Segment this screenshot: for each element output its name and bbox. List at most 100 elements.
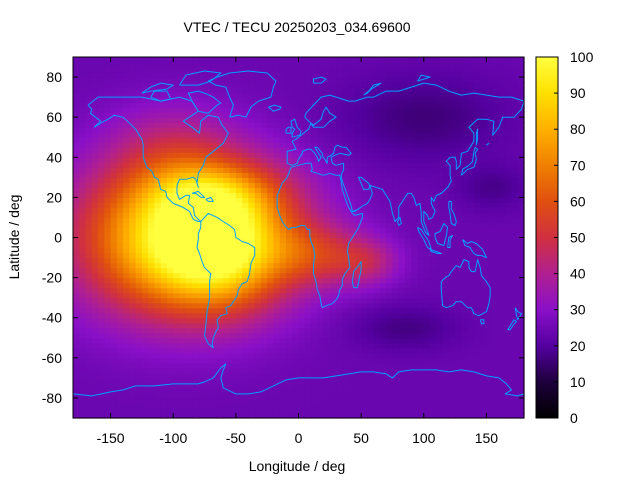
heatmap-cell	[329, 282, 337, 289]
heatmap-cell	[392, 392, 400, 399]
heatmap-cell	[492, 82, 500, 88]
heatmap-cell	[242, 242, 249, 249]
heatmap-cell	[285, 362, 293, 369]
heatmap-cell	[141, 147, 149, 153]
heatmap-cell	[455, 112, 462, 118]
heatmap-cell	[336, 297, 343, 304]
heatmap-cell	[486, 157, 494, 163]
heatmap-cell	[267, 72, 275, 78]
heatmap-cell	[273, 242, 281, 249]
heatmap-cell	[79, 402, 87, 409]
heatmap-cell	[329, 327, 337, 334]
heatmap-cell	[192, 172, 199, 178]
heatmap-cell	[442, 152, 450, 158]
heatmap-cell	[467, 67, 475, 73]
heatmap-cell	[492, 197, 500, 203]
heatmap-cell	[311, 62, 318, 68]
heatmap-cell	[160, 197, 168, 203]
heatmap-cell	[379, 407, 387, 414]
heatmap-cell	[192, 232, 199, 239]
heatmap-cell	[467, 352, 475, 359]
heatmap-cell	[298, 87, 306, 93]
heatmap-cell	[486, 252, 494, 259]
heatmap-cell	[217, 177, 224, 183]
heatmap-cell	[179, 262, 187, 269]
heatmap-cell	[229, 412, 237, 419]
heatmap-cell	[204, 172, 212, 178]
heatmap-cell	[160, 392, 168, 399]
heatmap-cell	[498, 292, 506, 299]
heatmap-cell	[73, 182, 80, 188]
heatmap-cell	[154, 227, 162, 234]
heatmap-cell	[498, 182, 506, 188]
heatmap-cell	[210, 72, 218, 78]
heatmap-cell	[129, 92, 137, 98]
heatmap-cell	[430, 387, 437, 394]
heatmap-cell	[223, 247, 231, 254]
heatmap-cell	[166, 317, 174, 324]
heatmap-cell	[135, 137, 143, 143]
heatmap-cell	[242, 262, 249, 269]
heatmap-cell	[480, 377, 488, 384]
heatmap-cell	[166, 262, 174, 269]
heatmap-cell	[317, 112, 325, 118]
heatmap-cell	[160, 282, 168, 289]
heatmap-cell	[192, 137, 199, 143]
heatmap-cell	[486, 107, 494, 113]
heatmap-cell	[217, 287, 224, 294]
heatmap-cell	[110, 327, 118, 334]
heatmap-cell	[123, 147, 130, 153]
heatmap-cell	[123, 262, 130, 269]
heatmap-cell	[361, 282, 368, 289]
heatmap-cell	[198, 187, 206, 193]
heatmap-cell	[73, 222, 80, 229]
heatmap-cell	[79, 212, 87, 219]
heatmap-cell	[486, 282, 494, 289]
heatmap-cell	[323, 152, 331, 158]
heatmap-cell	[254, 237, 262, 244]
heatmap-cell	[129, 382, 137, 389]
heatmap-cell	[354, 387, 362, 394]
heatmap-cell	[285, 352, 293, 359]
heatmap-cell	[461, 267, 469, 274]
heatmap-cell	[392, 207, 400, 214]
heatmap-cell	[85, 177, 93, 183]
heatmap-cell	[467, 62, 475, 68]
heatmap-cell	[254, 232, 262, 239]
heatmap-cell	[442, 122, 450, 128]
heatmap-cell	[192, 362, 199, 369]
heatmap-cell	[367, 402, 375, 409]
heatmap-cell	[141, 257, 149, 264]
heatmap-cell	[204, 322, 212, 329]
heatmap-cell	[398, 342, 406, 349]
heatmap-cell	[480, 392, 488, 399]
heatmap-cell	[91, 202, 99, 209]
heatmap-cell	[192, 132, 199, 138]
heatmap-cell	[235, 62, 243, 68]
heatmap-cell	[486, 82, 494, 88]
heatmap-cell	[173, 222, 181, 229]
heatmap-cell	[473, 102, 481, 108]
heatmap-cell	[129, 327, 137, 334]
heatmap-cell	[179, 242, 187, 249]
heatmap-cell	[229, 302, 237, 309]
heatmap-cell	[148, 122, 156, 128]
heatmap-cell	[430, 122, 437, 128]
heatmap-cell	[285, 382, 293, 389]
heatmap-cell	[135, 187, 143, 193]
heatmap-cell	[229, 122, 237, 128]
heatmap-cell	[342, 92, 350, 98]
heatmap-cell	[229, 167, 237, 173]
heatmap-cell	[430, 222, 437, 229]
heatmap-cell	[323, 162, 331, 168]
heatmap-cell	[311, 287, 318, 294]
heatmap-cell	[329, 217, 337, 224]
heatmap-cell	[505, 402, 513, 409]
heatmap-cell	[235, 137, 243, 143]
heatmap-cell	[98, 187, 105, 193]
heatmap-cell	[254, 187, 262, 193]
heatmap-cell	[141, 237, 149, 244]
heatmap-cell	[235, 67, 243, 73]
heatmap-cell	[141, 157, 149, 163]
heatmap-cell	[486, 347, 494, 354]
